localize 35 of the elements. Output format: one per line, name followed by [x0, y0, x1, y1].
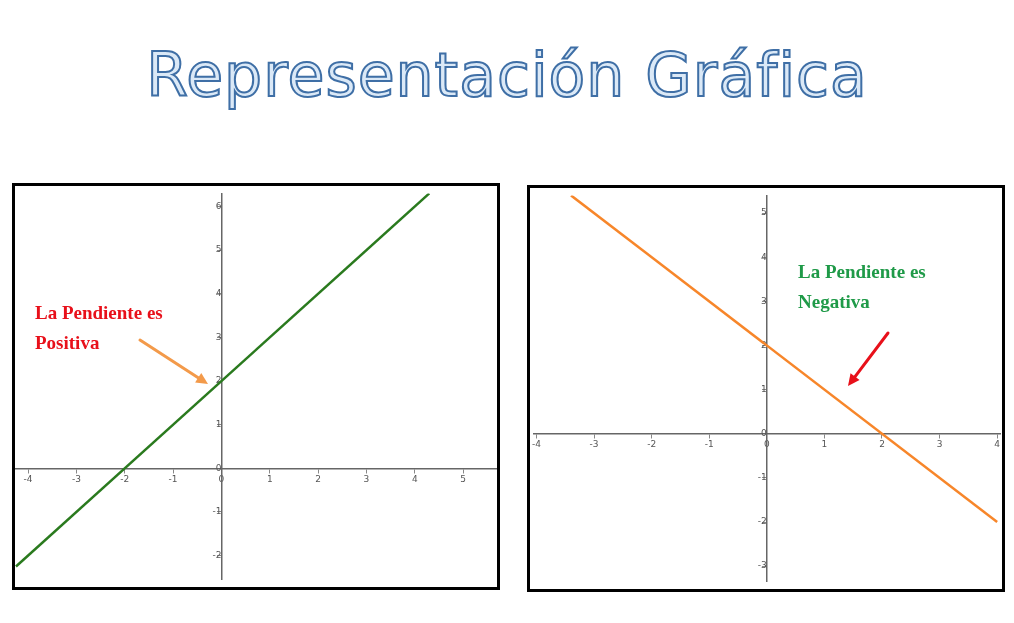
x-tick-label: -1 — [168, 474, 178, 485]
y-tick-label: 4 — [215, 288, 222, 299]
x-tick-label: 3 — [363, 474, 370, 485]
y-tick-label: -2 — [212, 549, 222, 560]
chart-title: Representación Gráfica — [145, 40, 869, 110]
x-tick-label: 2 — [879, 439, 885, 450]
x-tick-label: 4 — [411, 474, 418, 485]
y-tick-label: 6 — [215, 200, 222, 211]
y-tick-label: 1 — [761, 383, 767, 394]
x-tick-label: -3 — [71, 474, 81, 485]
y-tick-label: 5 — [215, 244, 222, 255]
x-tick-label: 4 — [994, 439, 1001, 450]
x-tick-label: -4 — [531, 439, 542, 450]
y-tick-label: -3 — [757, 560, 767, 571]
y-tick-label: -1 — [212, 506, 222, 517]
x-tick-label: 5 — [460, 474, 467, 485]
x-tick-label: -2 — [647, 439, 657, 450]
y-tick-label: -2 — [757, 516, 767, 527]
y-tick-label: 3 — [215, 331, 222, 342]
x-tick-label: 1 — [821, 439, 828, 450]
y-tick-label: 0 — [215, 462, 222, 473]
x-tick-label: 2 — [315, 474, 321, 485]
y-tick-label: 1 — [215, 419, 222, 430]
x-tick-label: -3 — [589, 439, 599, 450]
y-tick-label: 5 — [761, 207, 767, 218]
x-tick-label: 3 — [936, 439, 943, 450]
annotation: La Pendiente es Negativa — [798, 261, 926, 312]
annotation: La Pendiente es Positiva — [35, 302, 163, 353]
x-tick-label: -2 — [120, 474, 130, 485]
y-tick-label: 0 — [761, 428, 768, 439]
y-tick-label: 4 — [761, 251, 768, 262]
x-tick-label: -4 — [23, 474, 33, 485]
x-tick-label: 1 — [266, 474, 273, 485]
y-tick-label: 3 — [761, 295, 767, 306]
x-tick-label: -1 — [704, 439, 714, 450]
